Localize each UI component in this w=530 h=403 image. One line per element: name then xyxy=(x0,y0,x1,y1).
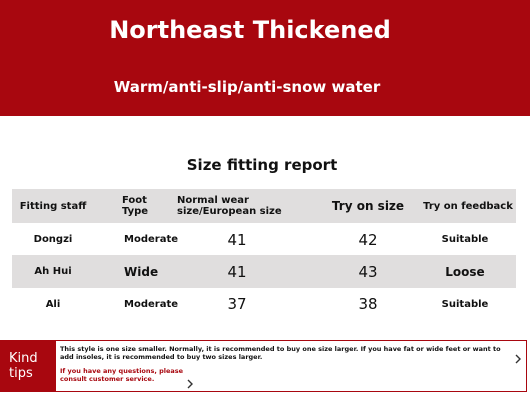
table-cell: Ah Hui xyxy=(34,266,72,277)
tips-label: Kind tips xyxy=(0,340,55,392)
table-cell: 41 xyxy=(227,262,247,281)
table-row: Ah Hui Wide 41 43 Loose xyxy=(12,255,516,288)
column-header: Normal wear size/European size xyxy=(177,195,282,217)
table-cell: Wide xyxy=(124,264,159,279)
tips-box: This style is one size smaller. Normally… xyxy=(55,340,527,392)
table-cell: 41 xyxy=(227,230,247,249)
tips-contact: If you have any questions, please consul… xyxy=(60,367,184,383)
title: Northeast Thickened xyxy=(109,16,391,44)
table-cell: Loose xyxy=(445,264,485,279)
column-header: Try on size xyxy=(331,198,405,213)
table-header: Fitting staff Foot Type Normal wear size/E… xyxy=(12,189,516,223)
chevron xyxy=(515,354,521,364)
chevron xyxy=(187,379,193,389)
table-cell: Moderate xyxy=(124,298,179,310)
table-cell: 43 xyxy=(358,262,378,281)
table-cell: Moderate xyxy=(124,234,179,245)
report-title: Size fitting report xyxy=(186,156,338,174)
header-band xyxy=(0,0,530,116)
column-header: Foot Type xyxy=(122,195,149,217)
tips-label-text: Kind tips xyxy=(9,351,38,381)
table-cell: Ali xyxy=(45,298,61,310)
table-row: Dongzi Moderate 41 42 Suitable xyxy=(12,224,516,255)
column-header: Fitting staff xyxy=(19,200,87,212)
tips-text: This style is one size smaller. Normally… xyxy=(60,345,501,361)
table-row: Ali Moderate 37 38 Suitable xyxy=(12,288,516,320)
table-cell: 37 xyxy=(227,295,247,313)
column-header: Try on feedback xyxy=(423,200,513,212)
table-cell: Suitable xyxy=(441,234,489,245)
table-cell: 42 xyxy=(358,230,378,249)
table-cell: Suitable xyxy=(441,298,489,310)
table-cell: 38 xyxy=(358,295,378,313)
table-cell: Dongzi xyxy=(33,234,73,245)
subtitle: Warm/anti-slip/anti-snow water xyxy=(113,78,381,96)
